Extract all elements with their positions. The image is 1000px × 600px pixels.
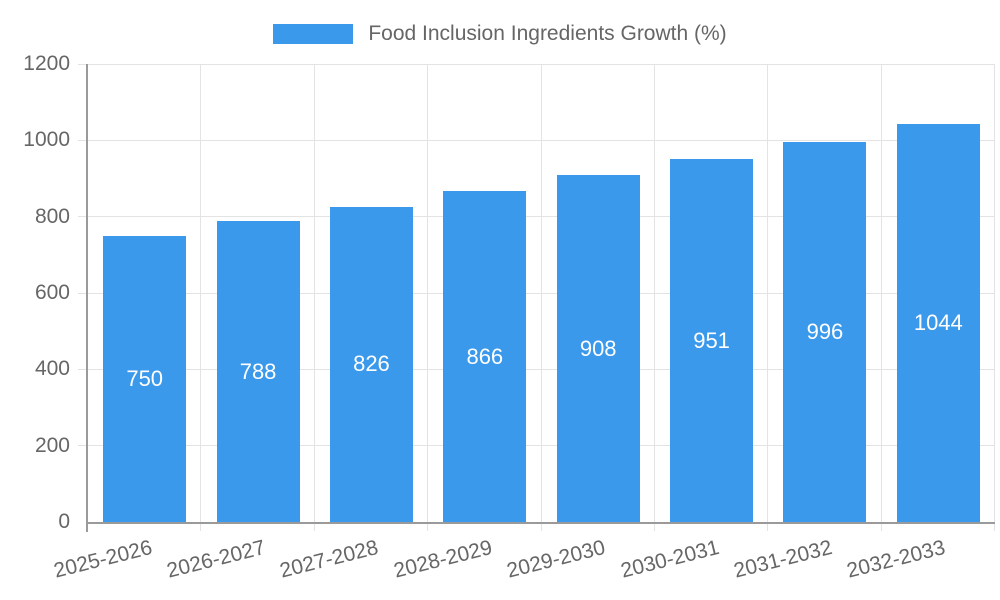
legend-swatch-icon bbox=[273, 24, 354, 44]
bar-2030-2031[interactable]: 951 bbox=[670, 159, 754, 522]
v-gridline bbox=[767, 64, 769, 531]
legend-item[interactable]: Food Inclusion Ingredients Growth (%) bbox=[273, 22, 727, 46]
v-gridline bbox=[880, 64, 882, 531]
bar-value-label: 951 bbox=[693, 327, 730, 353]
bar-2025-2026[interactable]: 750 bbox=[103, 235, 187, 522]
v-gridline bbox=[313, 64, 315, 531]
bar-value-label: 750 bbox=[126, 365, 164, 391]
y-tick-label: 1000 bbox=[23, 128, 70, 152]
bar-value-label: 1044 bbox=[913, 309, 963, 335]
h-gridline bbox=[78, 368, 995, 370]
plot-area: 750 788 826 866 908 951 996 1044 0 200 400 600 800 1… bbox=[23, 52, 995, 583]
bar-2032-2033[interactable]: 1044 bbox=[896, 123, 980, 522]
h-gridline bbox=[78, 445, 995, 447]
h-gridline bbox=[78, 63, 995, 65]
bar-value-label: 908 bbox=[579, 335, 617, 361]
legend-label: Food Inclusion Ingredients Growth (%) bbox=[368, 22, 727, 45]
v-gridline bbox=[200, 64, 202, 531]
y-tick-label: 400 bbox=[34, 357, 70, 381]
bar-value-label: 788 bbox=[239, 358, 277, 384]
v-gridline bbox=[994, 64, 995, 531]
v-gridline bbox=[427, 64, 429, 531]
v-gridline bbox=[653, 64, 655, 531]
y-tick-label: 200 bbox=[34, 433, 70, 457]
bar-2027-2028[interactable]: 826 bbox=[329, 206, 413, 522]
h-gridline bbox=[78, 216, 995, 218]
bar-2026-2027[interactable]: 788 bbox=[216, 221, 300, 522]
y-tick-label: 0 bbox=[58, 510, 70, 533]
y-tick-label: 800 bbox=[34, 204, 70, 228]
bar-2029-2030[interactable]: 908 bbox=[556, 175, 640, 522]
y-tick-label: 1200 bbox=[23, 52, 70, 75]
bar-value-label: 866 bbox=[466, 343, 504, 369]
bar-value-label: 996 bbox=[806, 318, 844, 344]
h-gridline bbox=[78, 292, 995, 294]
bar-2028-2029[interactable]: 866 bbox=[443, 191, 527, 522]
legend: Food Inclusion Ingredients Growth (%) bbox=[0, 22, 1000, 46]
x-axis-line bbox=[86, 522, 995, 524]
v-gridline bbox=[540, 64, 542, 531]
h-gridline bbox=[78, 139, 995, 141]
y-tick-label: 600 bbox=[34, 281, 70, 304]
bar-2031-2032[interactable]: 996 bbox=[783, 141, 867, 522]
bar-value-label: 826 bbox=[353, 351, 390, 377]
y-axis-line bbox=[86, 64, 88, 532]
